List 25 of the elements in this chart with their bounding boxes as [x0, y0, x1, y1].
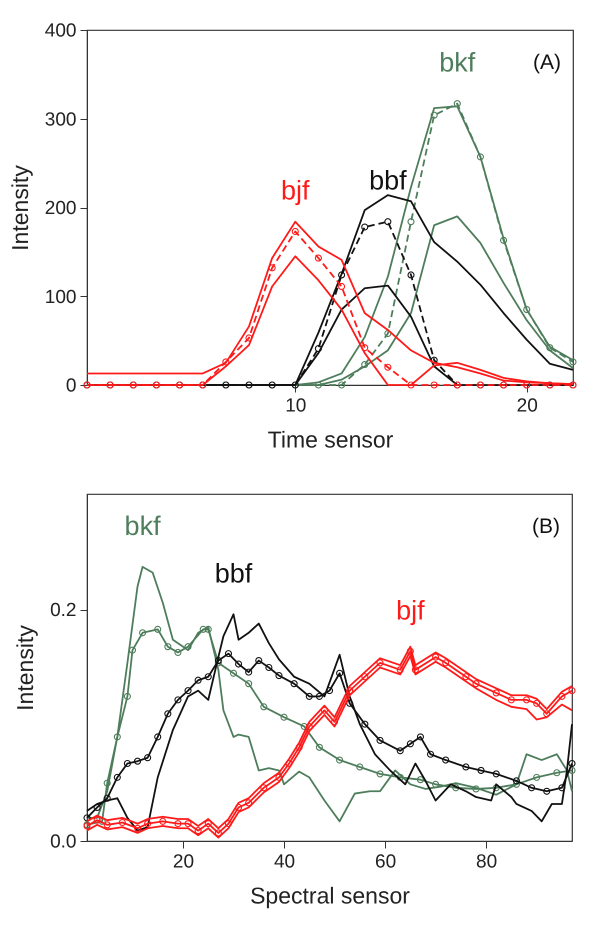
annotation: (A) [533, 51, 561, 74]
x-tick-label: 40 [274, 852, 296, 872]
series-label: bbf [214, 558, 253, 588]
series-label: bjf [396, 595, 426, 626]
series-label: bkf [124, 510, 162, 541]
series-label: bbf [369, 166, 408, 196]
annotation: (B) [532, 515, 560, 538]
x-axis-title: Spectral sensor [250, 882, 410, 908]
x-axis-title: Time sensor [268, 426, 394, 452]
series-label: bjf [281, 175, 310, 206]
y-axis-title: Intensity [12, 624, 38, 711]
x-tick-label: 20 [516, 396, 538, 416]
series-label: bkf [439, 48, 476, 78]
y-tick-label: 100 [44, 286, 76, 308]
y-tick-label: 200 [44, 198, 76, 219]
y-tick-label: 0.2 [50, 600, 76, 622]
y-tick-label: 0 [66, 376, 76, 396]
x-tick-label: 80 [476, 852, 498, 872]
x-tick-label: 20 [172, 852, 194, 872]
x-tick-label: 60 [375, 852, 396, 872]
y-tick-label: 0.0 [50, 832, 76, 852]
x-tick-label: 10 [285, 396, 306, 416]
y-axis-title: Intensity [6, 164, 33, 251]
y-tick-label: 300 [44, 109, 76, 130]
y-tick-label: 400 [44, 20, 76, 42]
